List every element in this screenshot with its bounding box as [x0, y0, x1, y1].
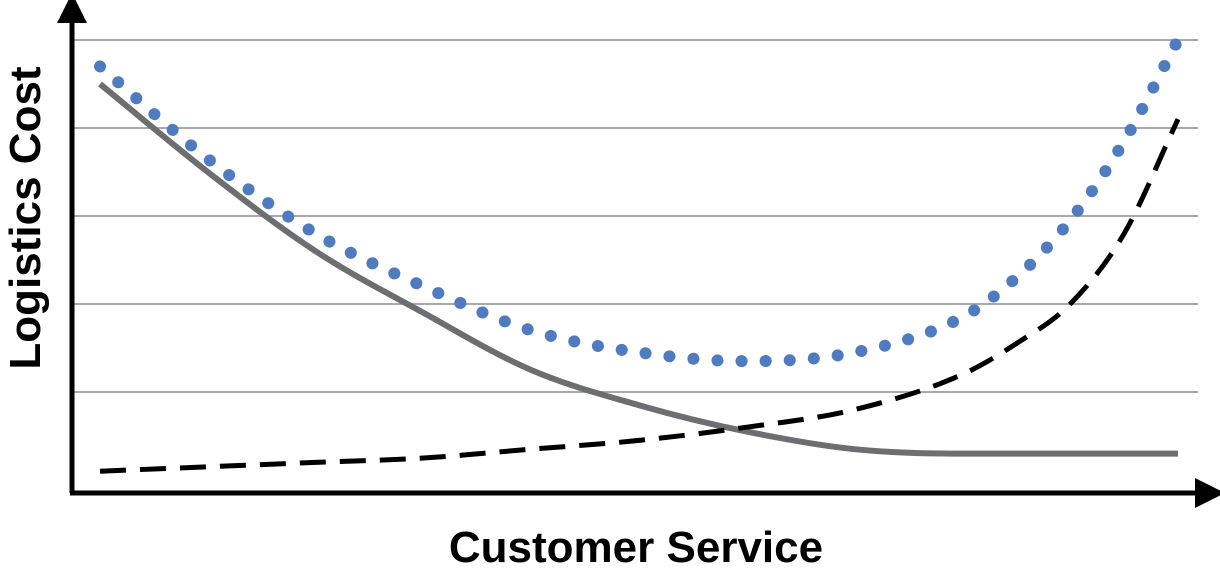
- series-line-dotted: [94, 34, 1184, 368]
- x-axis-title: Customer Service: [449, 523, 823, 569]
- gridlines: [72, 39, 1198, 393]
- y-axis-title: Logistics Cost: [1, 66, 50, 369]
- series-line-solid: [98, 81, 1178, 457]
- series-layer: [94, 34, 1184, 474]
- series-line-dashed: [99, 118, 1181, 474]
